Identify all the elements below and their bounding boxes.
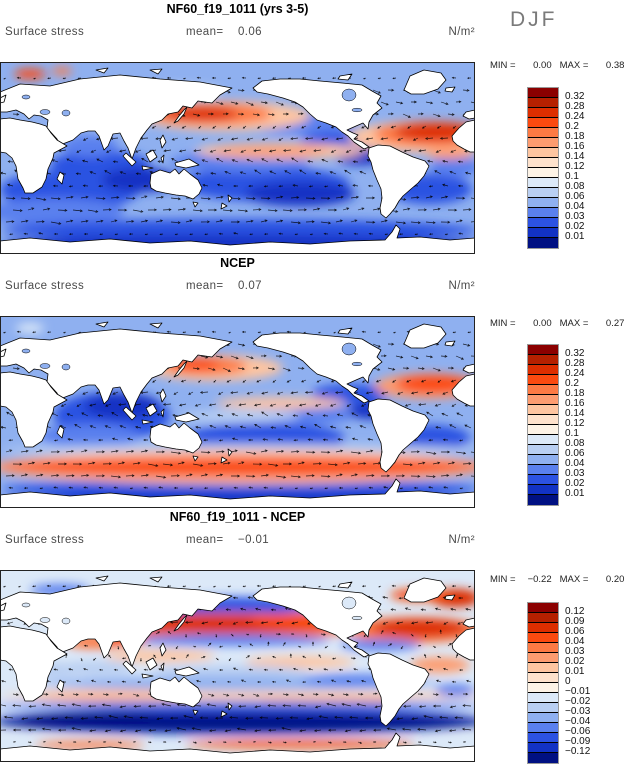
mean-value: 0.07	[238, 280, 262, 292]
map-panel-2	[0, 316, 475, 508]
min-value: −0.22	[527, 574, 552, 585]
mean-label: mean=	[186, 26, 224, 38]
panel-1-title: NF60_f19_1011 (yrs 3-5)	[166, 2, 309, 16]
units-label: N/m²	[448, 534, 475, 546]
season-label: DJF	[510, 8, 558, 31]
panel-1-header: Surface stress mean= 0.06 N/m²	[0, 26, 475, 40]
mean-value: 0.06	[238, 26, 262, 38]
mean-label: mean=	[186, 534, 224, 546]
max-label: MAX =	[559, 60, 589, 71]
map-panel-1	[0, 62, 475, 254]
colorbar-panel-2: 0.32 0.28 0.24 0.2 0.18 0.16 0.14 0.12 0.1 0.08 0.…	[527, 344, 602, 506]
mean-label: mean=	[186, 280, 224, 292]
min-label: MIN =	[490, 574, 516, 585]
max-label: MAX =	[559, 318, 589, 329]
max-label: MAX =	[559, 574, 589, 585]
units-label: N/m²	[448, 280, 475, 292]
colorbar-panel-1: 0.32 0.28 0.24 0.2 0.18 0.16 0.14 0.12 0.1 0.08 0.…	[527, 87, 602, 249]
field-label: Surface stress	[5, 534, 85, 546]
panel-2-title: NCEP	[220, 256, 255, 270]
map-panel-3	[0, 570, 475, 762]
mean-value: −0.01	[238, 534, 270, 546]
panel-2-header: Surface stress mean= 0.07 N/m²	[0, 280, 475, 294]
min-label: MIN =	[490, 60, 516, 71]
min-value: 0.00	[533, 60, 552, 71]
colorbar-panel-3: 0.12 0.09 0.06 0.04 0.03 0.02 0.01 0 −0.01 −0.02−…	[527, 602, 602, 764]
units-label: N/m²	[448, 26, 475, 38]
panel-3-header: Surface stress mean= −0.01 N/m²	[0, 534, 475, 548]
panel-3-minmax: MIN = −0.22 MAX = 0.20	[490, 574, 642, 585]
field-label: Surface stress	[5, 280, 85, 292]
panel-1-minmax: MIN = 0.00 MAX = 0.38	[490, 60, 642, 71]
max-value: 0.27	[605, 318, 625, 329]
min-value: 0.00	[533, 318, 552, 329]
max-value: 0.20	[605, 574, 625, 585]
min-label: MIN =	[490, 318, 516, 329]
field-label: Surface stress	[5, 26, 85, 38]
max-value: 0.38	[605, 60, 625, 71]
panel-3-title: NF60_f19_1011 - NCEP	[169, 510, 306, 524]
panel-2-minmax: MIN = 0.00 MAX = 0.27	[490, 318, 642, 329]
